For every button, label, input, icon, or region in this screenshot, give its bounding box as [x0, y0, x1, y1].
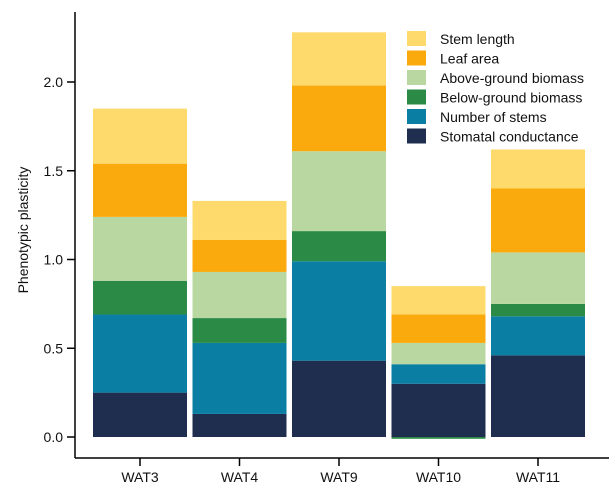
- bar-segment: [292, 32, 386, 86]
- bar-segment: [292, 85, 386, 152]
- legend-swatch: [407, 128, 426, 144]
- bars: [93, 32, 585, 439]
- x-tick-label: WAT3: [121, 469, 159, 484]
- legend-label: Stem length: [440, 31, 515, 47]
- bar-segment: [292, 360, 386, 437]
- bar-segment: [491, 316, 585, 356]
- x-tick-label: WAT11: [516, 469, 560, 484]
- legend-label: Stomatal conductance: [440, 129, 579, 145]
- bar-segment: [391, 342, 486, 365]
- bar-segment: [491, 355, 585, 437]
- bar-segment: [292, 261, 386, 361]
- bar-segment: [93, 314, 187, 393]
- bar-segment: [391, 286, 486, 315]
- y-ticks: 0.0 0.5 1.0 1.5 2.0: [44, 74, 75, 445]
- legend-label: Leaf area: [440, 51, 499, 67]
- x-tick-label: WAT9: [320, 469, 358, 484]
- bar-segment: [491, 149, 585, 189]
- y-tick-label: 2.0: [44, 74, 64, 90]
- bar-segment: [391, 437, 486, 439]
- bar-segment: [192, 413, 287, 437]
- bar-segment: [192, 271, 287, 319]
- bar-segment: [93, 108, 187, 164]
- legend-label: Number of stems: [440, 109, 547, 125]
- y-tick-label: 1.5: [44, 163, 64, 179]
- bar-segment: [491, 252, 585, 304]
- bar-segment: [192, 239, 287, 272]
- bar-segment: [93, 216, 187, 281]
- x-tick-label: WAT10: [416, 469, 461, 484]
- bar-segment: [491, 303, 585, 317]
- legend-swatch: [407, 89, 426, 105]
- legend-label: Above-ground biomass: [440, 70, 584, 86]
- bar-segment: [192, 318, 287, 343]
- y-tick-label: 1.0: [44, 252, 64, 268]
- legend-swatch: [407, 70, 426, 85]
- bar-segment: [93, 163, 187, 217]
- bar-segment: [391, 364, 486, 384]
- legend-swatch: [407, 31, 426, 46]
- axes: [74, 12, 609, 459]
- bar-segment: [391, 314, 486, 343]
- legend-label: Below-ground biomass: [440, 90, 582, 106]
- x-tick-label: WAT4: [221, 469, 259, 484]
- x-ticks: WAT3 WAT4 WAT9 WAT10 WAT11: [121, 458, 560, 484]
- legend-swatch: [407, 109, 426, 124]
- bar-segment: [93, 392, 187, 437]
- bar-segment: [491, 188, 585, 253]
- y-axis-title: Phenotypic plasticity: [15, 167, 31, 294]
- bar-segment: [292, 231, 386, 262]
- bar-segment: [93, 280, 187, 315]
- bar-segment: [192, 342, 287, 414]
- legend-swatch: [407, 50, 426, 66]
- y-tick-label: 0.5: [44, 340, 64, 356]
- bar-segment: [192, 200, 287, 240]
- bar-segment: [391, 383, 486, 437]
- y-tick-label: 0.0: [44, 429, 64, 445]
- bar-segment: [292, 151, 386, 232]
- legend: Stem length Leaf area Above-ground biomass…: [407, 31, 584, 145]
